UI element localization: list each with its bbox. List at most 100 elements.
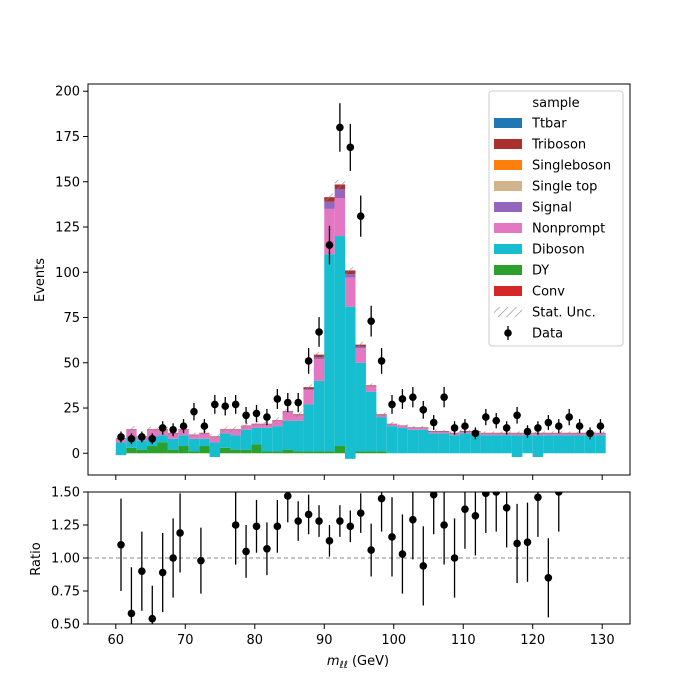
x-tick-label: 110 bbox=[451, 633, 476, 648]
data-point bbox=[544, 418, 553, 427]
ratio-point bbox=[450, 554, 459, 562]
data-point bbox=[513, 411, 521, 420]
bar-diboson bbox=[230, 435, 241, 450]
ratio-point bbox=[315, 517, 323, 525]
stat-unc-band bbox=[292, 411, 304, 418]
ratio-y-axis-label: Ratio bbox=[29, 542, 44, 575]
data-point bbox=[409, 393, 417, 401]
data-point bbox=[356, 212, 365, 220]
legend-swatch bbox=[494, 181, 522, 191]
x-tick-label: 60 bbox=[108, 633, 125, 648]
bar-dy bbox=[230, 449, 241, 454]
bar-nonprompt bbox=[397, 426, 408, 428]
stat-unc-band bbox=[543, 431, 554, 435]
legend-label: Triboson bbox=[531, 138, 586, 153]
ratio-y-tick-label: 1.50 bbox=[51, 486, 80, 501]
data-point bbox=[398, 395, 407, 403]
x-tick-label: 120 bbox=[520, 633, 545, 648]
bar-nonprompt bbox=[418, 427, 429, 430]
bar-nonprompt bbox=[188, 435, 200, 439]
bar-diboson bbox=[397, 427, 408, 454]
bar-nonprompt bbox=[511, 433, 523, 436]
bar-dy bbox=[188, 451, 200, 454]
y-tick-label: 25 bbox=[63, 402, 80, 417]
bar-diboson bbox=[240, 429, 252, 450]
y-tick-label: 175 bbox=[55, 130, 80, 145]
bar-diboson bbox=[209, 442, 221, 457]
bar-diboson bbox=[188, 438, 200, 452]
stat-unc-band bbox=[188, 432, 200, 437]
bar-dy bbox=[313, 451, 325, 454]
ratio-point bbox=[197, 556, 205, 565]
data-point bbox=[450, 424, 459, 432]
x-axis-label: mℓℓ (GeV) bbox=[327, 654, 389, 671]
bar-dy bbox=[303, 451, 314, 454]
data-point bbox=[554, 422, 563, 430]
bar-nonprompt bbox=[407, 427, 419, 430]
bar-diboson bbox=[553, 435, 564, 454]
bar-dy bbox=[199, 446, 210, 454]
y-tick-label: 75 bbox=[63, 311, 80, 326]
bar-dy bbox=[334, 446, 346, 454]
ratio-point bbox=[158, 568, 167, 577]
legend-entry-nonprompt: Nonprompt bbox=[494, 222, 605, 237]
stat-unc-band bbox=[563, 431, 575, 435]
legend-title: sample bbox=[532, 96, 579, 111]
data-point bbox=[565, 413, 573, 421]
bar-diboson bbox=[407, 429, 419, 454]
legend-entry-singleboson: Singleboson bbox=[494, 159, 611, 174]
ratio-y-tick-label: 0.50 bbox=[51, 618, 80, 633]
stat-unc-band bbox=[397, 424, 408, 427]
bar-nonprompt bbox=[491, 433, 502, 436]
data-point bbox=[158, 424, 167, 432]
ratio-point bbox=[377, 494, 386, 503]
x-axis-label-main: m bbox=[327, 654, 340, 669]
stat-unc-band bbox=[511, 431, 523, 435]
ratio-point bbox=[367, 546, 375, 554]
ratio-point bbox=[263, 544, 271, 553]
bar-nonprompt bbox=[282, 411, 293, 421]
bar-dy bbox=[178, 446, 189, 454]
legend-label: Ttbar bbox=[531, 117, 567, 132]
bar-nonprompt bbox=[209, 436, 221, 443]
data-point bbox=[294, 398, 302, 407]
ratio-point bbox=[461, 505, 469, 513]
data-point bbox=[523, 427, 532, 436]
bar-nonprompt bbox=[230, 429, 241, 436]
main-plot-frame bbox=[87, 83, 631, 476]
bar-dy bbox=[251, 444, 262, 454]
bar-signal bbox=[324, 201, 335, 209]
ratio-point bbox=[242, 547, 250, 556]
data-point bbox=[231, 400, 240, 409]
bar-nonprompt bbox=[563, 433, 575, 436]
y-tick-label: 125 bbox=[55, 221, 80, 236]
legend-entry-diboson: Diboson bbox=[494, 243, 585, 258]
stat-unc-band bbox=[303, 384, 314, 390]
bar-dy bbox=[324, 451, 335, 454]
ratio-point bbox=[252, 522, 261, 531]
bar-diboson bbox=[501, 435, 512, 454]
bar-nonprompt bbox=[480, 433, 492, 436]
bar-diboson bbox=[563, 435, 575, 454]
data-point bbox=[315, 328, 323, 336]
legend-entry-stat-unc: Stat. Unc. bbox=[494, 306, 596, 321]
y-tick-label: 50 bbox=[63, 356, 80, 371]
legend-entry-single-top: Single top bbox=[494, 180, 597, 195]
stat-unc-band bbox=[438, 429, 450, 433]
legend-label: Singleboson bbox=[532, 159, 611, 174]
legend-swatch bbox=[494, 223, 522, 233]
legend-label: Single top bbox=[532, 180, 597, 195]
bar-diboson bbox=[178, 435, 189, 447]
stat-unc-band bbox=[355, 341, 366, 348]
bar-nonprompt bbox=[574, 433, 585, 436]
data-point bbox=[534, 424, 542, 432]
data-point bbox=[263, 413, 271, 421]
legend-entry-signal: Signal bbox=[494, 201, 572, 216]
y-axis-label: Events bbox=[33, 258, 48, 302]
bar-dy bbox=[365, 451, 377, 454]
data-point bbox=[429, 418, 438, 427]
legend-label: Signal bbox=[532, 201, 572, 216]
bar-dy bbox=[376, 451, 387, 454]
data-point bbox=[482, 413, 490, 421]
data-point bbox=[169, 425, 177, 434]
